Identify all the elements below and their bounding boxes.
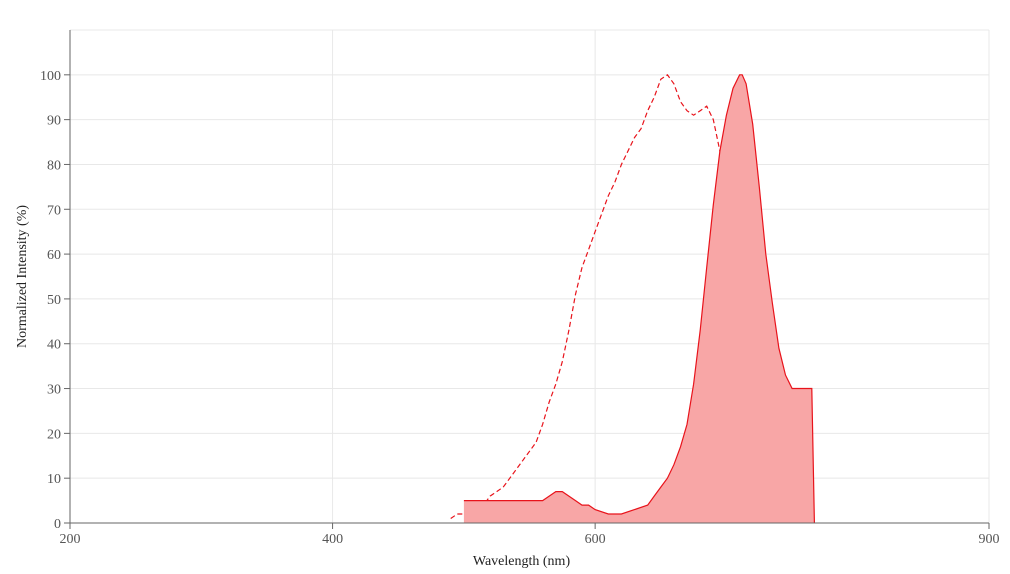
y-tick-label: 30 bbox=[47, 383, 61, 398]
x-axis-title: Wavelength (nm) bbox=[473, 554, 571, 569]
x-tick-label: 900 bbox=[979, 532, 1000, 547]
y-tick-label: 40 bbox=[47, 338, 61, 353]
y-tick-label: 20 bbox=[47, 427, 61, 442]
axes bbox=[69, 30, 989, 524]
tick-labels: 0 10 20 30 40 50 60 70 80 90 100 200 400 600 900 bbox=[40, 69, 1000, 547]
y-tick-label: 10 bbox=[47, 472, 61, 487]
emission-area-fill bbox=[463, 74, 815, 524]
y-tick-label: 100 bbox=[40, 69, 61, 84]
y-tick-label: 0 bbox=[54, 517, 61, 532]
y-tick-label: 70 bbox=[47, 203, 61, 218]
y-tick-label: 80 bbox=[47, 158, 61, 173]
x-tick-label: 600 bbox=[585, 532, 606, 547]
emission-line bbox=[463, 74, 815, 524]
grid-lines bbox=[70, 29, 990, 523]
x-tick-label: 200 bbox=[60, 532, 81, 547]
y-tick-label: 50 bbox=[47, 293, 61, 308]
excitation-dashed-line bbox=[450, 73, 799, 524]
y-axis-title: Normalized Intensity (%) bbox=[15, 205, 30, 348]
series-layer bbox=[450, 73, 815, 524]
y-tick-label: 60 bbox=[47, 248, 61, 263]
x-tick-label: 400 bbox=[322, 532, 343, 547]
y-tick-label: 90 bbox=[47, 114, 61, 129]
